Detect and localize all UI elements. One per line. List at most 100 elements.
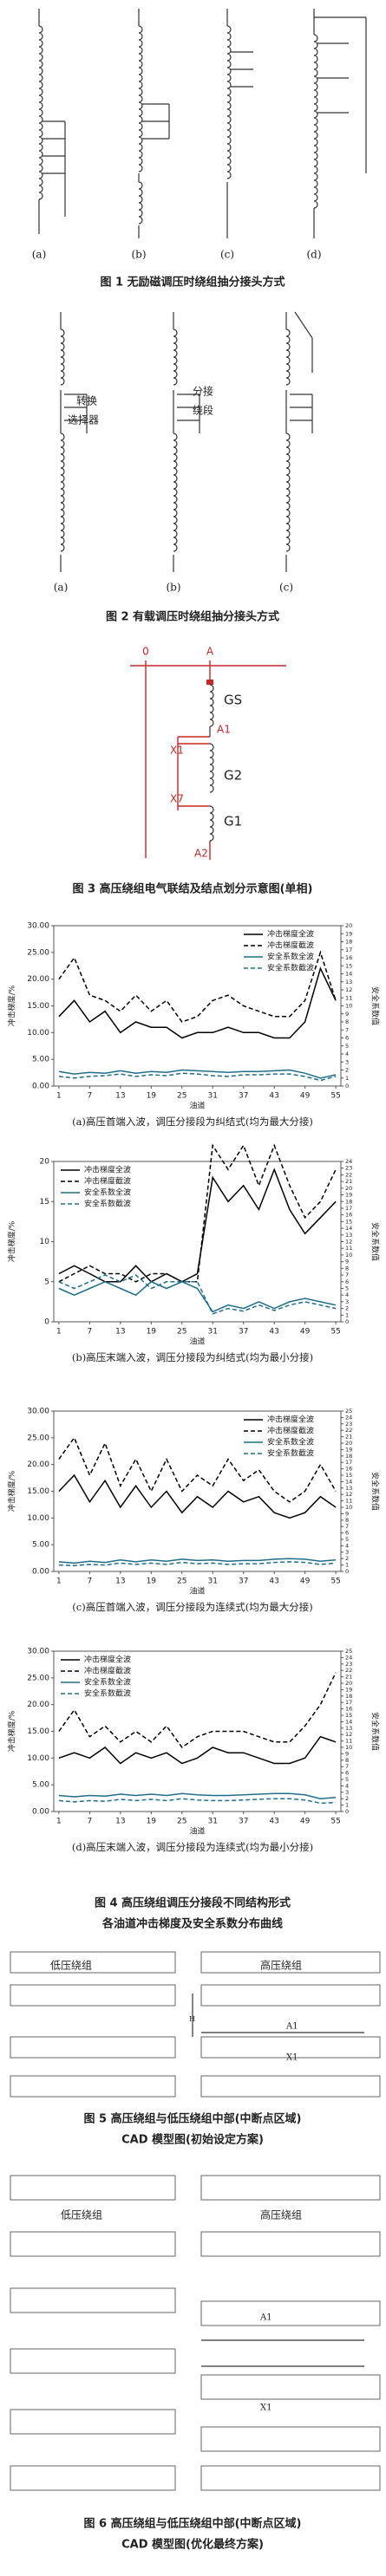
fig5-label: H — [189, 2015, 195, 2023]
y2-tick-label: 4 — [345, 1782, 349, 1789]
x-tick-label: 1 — [56, 1818, 62, 1826]
x-tick-label: 43 — [269, 1577, 278, 1586]
y2-tick-label: 1 — [345, 1802, 349, 1809]
chart: 0.005.0010.0015.0020.0025.0030.000123456… — [7, 922, 381, 1129]
chart-subtitle: (d)高压末端入波，调压分接段为连续式(均为最小分接) — [72, 1841, 313, 1853]
y2-tick-label: 19 — [345, 1686, 352, 1693]
winding-disc — [200, 2175, 381, 2201]
x-tick-label: 25 — [177, 1092, 186, 1101]
y-tick-label: 5.00 — [32, 1541, 49, 1550]
y2-tick-label: 16 — [345, 1706, 352, 1713]
y2-tick-label: 9 — [345, 1510, 349, 1517]
y2-tick-label: 7 — [345, 1026, 349, 1033]
x-tick-label: 49 — [300, 1328, 311, 1337]
legend-label: 安全系数截波 — [84, 1688, 131, 1699]
y-tick-label: 10.00 — [27, 1514, 49, 1523]
y-tick-label: 20.00 — [27, 1701, 49, 1709]
fig2-label: 分接 — [193, 385, 213, 398]
y-tick-label: 0.00 — [32, 1568, 49, 1577]
legend-label: 安全系数截波 — [84, 1199, 131, 1209]
y2-tick-label: 24 — [345, 1158, 352, 1165]
y2-axis-label: 安全系数值 — [370, 1472, 381, 1511]
chart: 0.005.0010.0015.0020.0025.0030.000123456… — [7, 1408, 381, 1614]
chart-subtitle: (c)高压首端入波，调压分接段为连续式(均为最大分接) — [72, 1601, 312, 1613]
y-tick-label: 15.00 — [27, 1727, 49, 1736]
fig6-label: 高压绕组 — [260, 2208, 302, 2221]
x-tick-label: 55 — [330, 1577, 340, 1586]
x-tick-label: 13 — [115, 1818, 125, 1826]
legend-label: 安全系数全波 — [84, 1187, 131, 1198]
y-tick-label: 15 — [40, 1198, 49, 1207]
figure-caption: 图 2 有载调压时绕组抽分接头方式 — [106, 610, 279, 624]
figure-caption: 各油道冲击梯度及安全系数分布曲线 — [101, 1917, 283, 1931]
x-tick-label: 37 — [239, 1818, 248, 1826]
y2-tick-label: 19 — [345, 1446, 352, 1453]
y-tick-label: 0 — [44, 1318, 49, 1327]
x-axis-label: 油道 — [189, 1586, 205, 1597]
y2-tick-label: 17 — [345, 1699, 352, 1706]
y2-tick-label: 13 — [345, 1232, 352, 1239]
y2-tick-label: 18 — [345, 939, 352, 946]
y-axis-label: 冲击梯度/% — [7, 1710, 17, 1752]
x-tick-label: 25 — [177, 1818, 186, 1826]
figure-caption: 图 4 高压绕组调压分接段不同结构形式 — [95, 1896, 291, 1910]
data-line — [58, 966, 337, 1039]
y2-tick-label: 3 — [345, 1058, 349, 1065]
fig1-label: (b) — [131, 249, 146, 261]
fig5-label: A1 — [285, 2022, 298, 2032]
wire — [294, 311, 313, 339]
y2-tick-label: 9 — [345, 1259, 349, 1265]
x-tick-label: 7 — [88, 1818, 93, 1826]
legend-label: 冲击梯度全波 — [84, 1655, 131, 1665]
y2-tick-label: 12 — [345, 1731, 352, 1738]
y2-tick-label: 14 — [345, 1478, 352, 1485]
chart-subtitle: (b)高压末端入波，调压分接段为纠结式(均为最小分接) — [72, 1351, 313, 1363]
y2-tick-label: 15 — [345, 962, 352, 969]
x-tick-label: 49 — [300, 1818, 311, 1826]
chart: 0510152001234567891011121314151617181920… — [7, 1143, 381, 1363]
y2-tick-label: 23 — [345, 1421, 352, 1428]
y2-tick-label: 16 — [345, 954, 352, 961]
winding-coil — [285, 433, 291, 552]
y2-tick-label: 13 — [345, 1725, 352, 1732]
x-tick-label: 31 — [208, 1577, 218, 1586]
winding-disc — [10, 2231, 176, 2257]
fig5-label: 高压绕组 — [260, 1959, 302, 1972]
y2-tick-label: 15 — [345, 1218, 352, 1225]
y2-tick-label: 3 — [345, 1298, 349, 1305]
y2-tick-label: 1 — [345, 1311, 349, 1318]
y2-tick-label: 7 — [345, 1272, 349, 1278]
figure-caption: CAD 模型图(初始设定方案) — [121, 2133, 264, 2147]
x-tick-label: 19 — [147, 1328, 157, 1337]
y-tick-label: 25.00 — [27, 948, 49, 957]
data-line — [58, 1672, 337, 1749]
winding-disc — [10, 2409, 176, 2435]
fig2-label: 转换 — [76, 394, 97, 407]
y2-tick-label: 20 — [345, 1440, 352, 1447]
y2-axis-label: 安全系数值 — [370, 986, 381, 1025]
y-axis-label: 冲击梯度/% — [7, 1470, 17, 1512]
winding-coil — [173, 329, 178, 386]
y2-tick-label: 22 — [345, 1667, 352, 1674]
y2-tick-label: 17 — [345, 946, 352, 953]
y2-tick-label: 12 — [345, 1491, 352, 1498]
fig1-label: (d) — [306, 249, 321, 261]
y-tick-label: 5.00 — [32, 1056, 49, 1064]
data-line — [58, 1069, 337, 1079]
y-tick-label: 25.00 — [27, 1434, 49, 1442]
winding-disc — [10, 2036, 176, 2059]
data-line — [58, 1798, 337, 1805]
winding-disc — [200, 1951, 381, 1974]
legend-label: 安全系数全波 — [84, 1677, 131, 1688]
x-tick-label: 43 — [269, 1092, 278, 1101]
x-tick-label: 55 — [330, 1092, 340, 1101]
y2-tick-label: 6 — [345, 1035, 349, 1042]
y2-axis-label: 安全系数值 — [370, 1712, 381, 1751]
x-tick-label: 31 — [208, 1328, 218, 1337]
x-tick-label: 25 — [177, 1328, 186, 1337]
y2-tick-label: 4 — [345, 1051, 349, 1057]
fig2-label: (a) — [54, 582, 69, 594]
winding-disc — [10, 2075, 176, 2098]
legend-label: 安全系数全波 — [267, 1437, 314, 1447]
y2-tick-label: 5 — [345, 1776, 349, 1783]
